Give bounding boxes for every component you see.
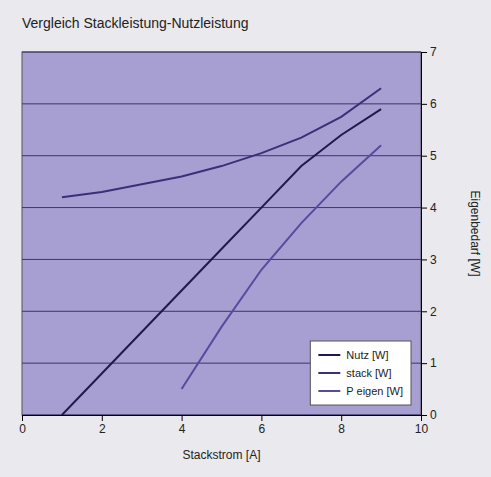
x-tick-mark xyxy=(182,415,183,421)
y-tick-mark xyxy=(421,311,427,312)
legend-box xyxy=(310,341,411,405)
y-tick: 2 xyxy=(421,305,437,319)
grid-line xyxy=(22,52,421,53)
y-tick-label: 5 xyxy=(430,149,437,163)
legend-label: stack [W] xyxy=(346,367,391,379)
y-tick: 4 xyxy=(421,201,437,215)
y-tick-mark xyxy=(421,363,427,364)
x-axis-title: Stackstrom [A] xyxy=(182,448,260,462)
y-tick-mark xyxy=(421,415,427,416)
x-tick-label: 0 xyxy=(19,422,26,436)
grid xyxy=(22,52,421,415)
x-tick-mark xyxy=(22,415,23,421)
legend-item: P eigen [W] xyxy=(318,385,403,397)
y-tick-label: 3 xyxy=(430,253,437,267)
x-tick: 6 xyxy=(259,415,266,436)
plot: 024681001234567Nutz [W]stack [W]P eigen … xyxy=(19,45,437,435)
y-tick-label: 2 xyxy=(430,305,437,319)
x-tick: 8 xyxy=(338,415,345,436)
grid-line xyxy=(22,155,421,156)
y-tick: 1 xyxy=(421,356,437,370)
y-axis-line xyxy=(422,53,428,416)
grid-line xyxy=(22,207,421,208)
y-tick-mark xyxy=(421,208,427,209)
y-tick-label: 6 xyxy=(430,97,437,111)
legend-swatch xyxy=(318,390,340,392)
legend-item: stack [W] xyxy=(318,367,391,379)
x-tick-mark xyxy=(102,415,103,421)
x-tick-mark xyxy=(261,415,262,421)
x-tick: 10 xyxy=(415,415,429,436)
plot-background xyxy=(22,52,421,415)
y-tick: 6 xyxy=(421,97,437,111)
y-tick: 0 xyxy=(421,408,437,422)
chart: Vergleich Stackleistung-Nutzleistung 0 2 4 6… xyxy=(0,0,491,477)
x-tick-label: 8 xyxy=(338,422,345,436)
legend-label: Nutz [W] xyxy=(346,349,388,361)
y-tick-label: 0 xyxy=(430,408,437,422)
x-axis: 0 2 4 6 8 10 xyxy=(19,415,428,436)
y-axis-title: Eigenbedarf [W] xyxy=(468,190,482,276)
y-tick: 3 xyxy=(421,253,437,267)
x-axis-line xyxy=(23,416,422,422)
x-tick: 2 xyxy=(99,415,106,436)
x-tick-mark xyxy=(341,415,342,421)
legend-item: Nutz [W] xyxy=(318,349,388,361)
legend-label: P eigen [W] xyxy=(346,385,403,397)
grid-line xyxy=(22,259,421,260)
series-line xyxy=(62,88,381,197)
y-tick-label: 7 xyxy=(430,45,437,59)
legend: Nutz [W] stack [W] P eigen [W] xyxy=(310,341,411,405)
y-tick: 5 xyxy=(421,149,437,163)
x-tick: 4 xyxy=(179,415,186,436)
y-tick-mark xyxy=(421,259,427,260)
y-axis: 0 1 2 3 4 5 6 7 xyxy=(421,45,437,422)
y-tick-mark xyxy=(421,104,427,105)
y-tick: 7 xyxy=(421,45,437,59)
legend-swatch xyxy=(318,372,340,374)
legend-swatch xyxy=(318,354,340,356)
x-tick-label: 10 xyxy=(415,422,429,436)
y-tick-mark xyxy=(421,156,427,157)
x-tick: 0 xyxy=(19,415,26,436)
x-tick-label: 2 xyxy=(99,422,106,436)
x-tick-label: 4 xyxy=(179,422,186,436)
grid-line xyxy=(22,311,421,312)
y-tick-label: 1 xyxy=(430,356,437,370)
y-tick-mark xyxy=(421,52,427,53)
title: Vergleich Stackleistung-Nutzleistung xyxy=(22,15,248,31)
x-tick-label: 6 xyxy=(259,422,266,436)
y-tick-label: 4 xyxy=(430,201,437,215)
